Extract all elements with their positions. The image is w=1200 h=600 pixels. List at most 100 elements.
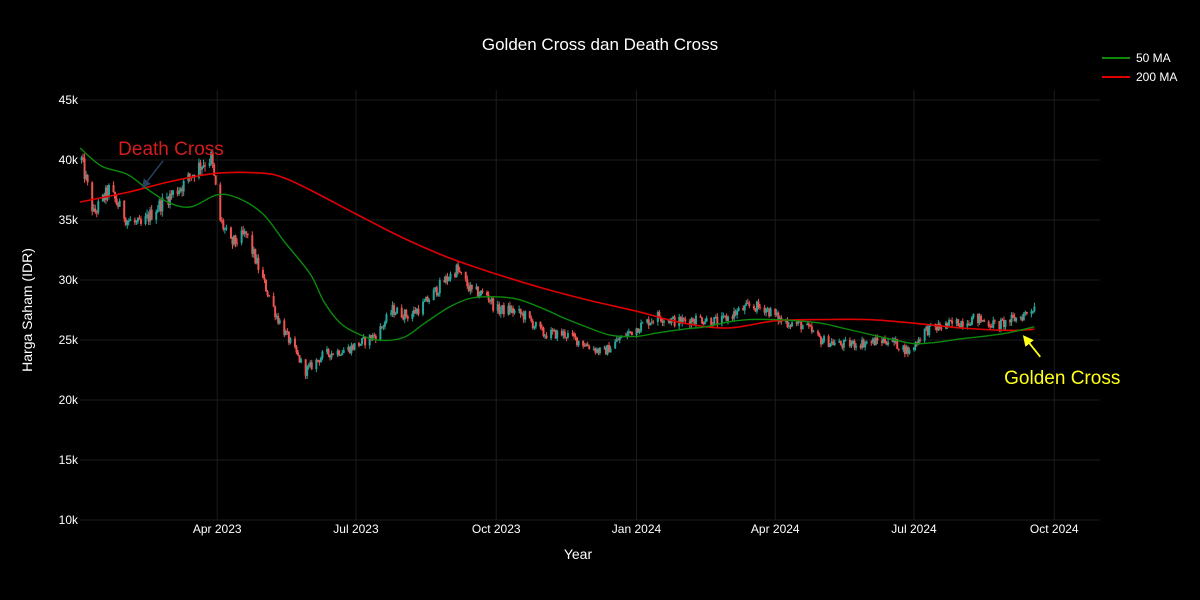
death-cross-label: Death Cross (118, 139, 224, 160)
candle-up (966, 323, 969, 327)
candle-down (977, 313, 980, 323)
candle-up (437, 293, 440, 296)
candle-up (158, 200, 161, 210)
candle-down (725, 315, 728, 321)
candle-down (435, 287, 438, 296)
candle-down (810, 326, 813, 332)
candle-down (251, 235, 254, 254)
candle-up (178, 190, 181, 194)
candle-down (370, 335, 373, 340)
candle-up (129, 219, 132, 221)
y-tick-label: 25k (59, 333, 79, 347)
candle-up (475, 286, 478, 290)
candle-up (550, 329, 553, 339)
candle-down (832, 341, 835, 345)
candle-down (329, 354, 332, 358)
candle-up (385, 314, 388, 323)
candle-down (364, 336, 367, 346)
candle-down (588, 346, 591, 349)
candle-down (486, 292, 489, 296)
candle-up (784, 320, 787, 322)
candle-up (838, 341, 841, 343)
candle-up (690, 318, 693, 326)
candle-down (800, 321, 803, 330)
candle-up (769, 308, 772, 317)
candles (80, 149, 1036, 380)
candle-up (447, 279, 450, 281)
x-axis-title: Year (564, 546, 593, 562)
candle-up (638, 330, 641, 333)
candle-down (530, 317, 533, 322)
x-tick-label: Jul 2023 (333, 522, 379, 536)
candle-up (566, 333, 569, 338)
candle-down (873, 338, 876, 346)
candle-down (466, 279, 469, 287)
candle-up (765, 309, 768, 313)
candle-up (223, 228, 226, 230)
candle-up (562, 331, 565, 336)
candle-up (1022, 313, 1025, 321)
candle-down (287, 331, 290, 343)
candle-up (350, 345, 353, 354)
candle-down (748, 303, 751, 306)
candle-up (383, 322, 386, 327)
x-tick-label: Oct 2023 (472, 522, 521, 536)
legend-label-ma200[interactable]: 200 MA (1136, 70, 1177, 84)
candle-down (777, 312, 780, 322)
candle-up (585, 344, 588, 347)
candle-up (403, 309, 406, 320)
candle-up (149, 209, 152, 222)
candle-up (852, 340, 855, 344)
candle-up (928, 325, 931, 336)
candle-down (946, 322, 949, 326)
candle-down (763, 307, 766, 313)
candle-up (937, 323, 940, 331)
candle-up (923, 328, 926, 341)
candle-up (787, 325, 790, 327)
candle-up (745, 302, 748, 306)
candle-down (338, 350, 341, 356)
candle-up (353, 343, 356, 350)
candle-down (586, 344, 589, 347)
candle-up (999, 319, 1002, 329)
candle-down (661, 320, 664, 323)
candle-up (342, 350, 345, 353)
candle-up (501, 305, 504, 311)
candle-up (321, 351, 324, 359)
candle-up (978, 315, 981, 323)
legend-label-ma50[interactable]: 50 MA (1136, 51, 1171, 65)
candle-down (502, 305, 505, 315)
candle-up (970, 317, 973, 325)
candle-down (659, 317, 662, 321)
death-cross-arrow (141, 160, 164, 189)
candle-down (691, 318, 694, 322)
candle-up (85, 174, 88, 179)
candle-down (263, 277, 266, 280)
candle-up (830, 341, 833, 344)
candle-down (951, 320, 954, 324)
candle-down (582, 340, 585, 346)
ma200-line (79, 171, 1035, 332)
candle-down (637, 328, 640, 333)
candle-up (704, 321, 707, 324)
candle-down (467, 286, 470, 291)
candle-down (958, 326, 961, 328)
candle-down (115, 198, 118, 205)
candle-down (512, 308, 515, 313)
candle-down (310, 362, 313, 370)
candle-down (710, 318, 713, 326)
legend[interactable]: 50 MA 200 MA (1102, 51, 1177, 84)
candle-down (481, 290, 484, 293)
candle-down (684, 319, 687, 322)
candle-down (417, 308, 420, 315)
candle-down (688, 321, 691, 326)
candle-up (821, 341, 824, 345)
candle-down (949, 320, 952, 322)
candle-down (961, 321, 964, 327)
candle-up (325, 348, 328, 352)
candle-down (839, 341, 842, 345)
candle-up (135, 221, 138, 223)
candle-up (307, 365, 310, 367)
candle-up (948, 320, 951, 326)
